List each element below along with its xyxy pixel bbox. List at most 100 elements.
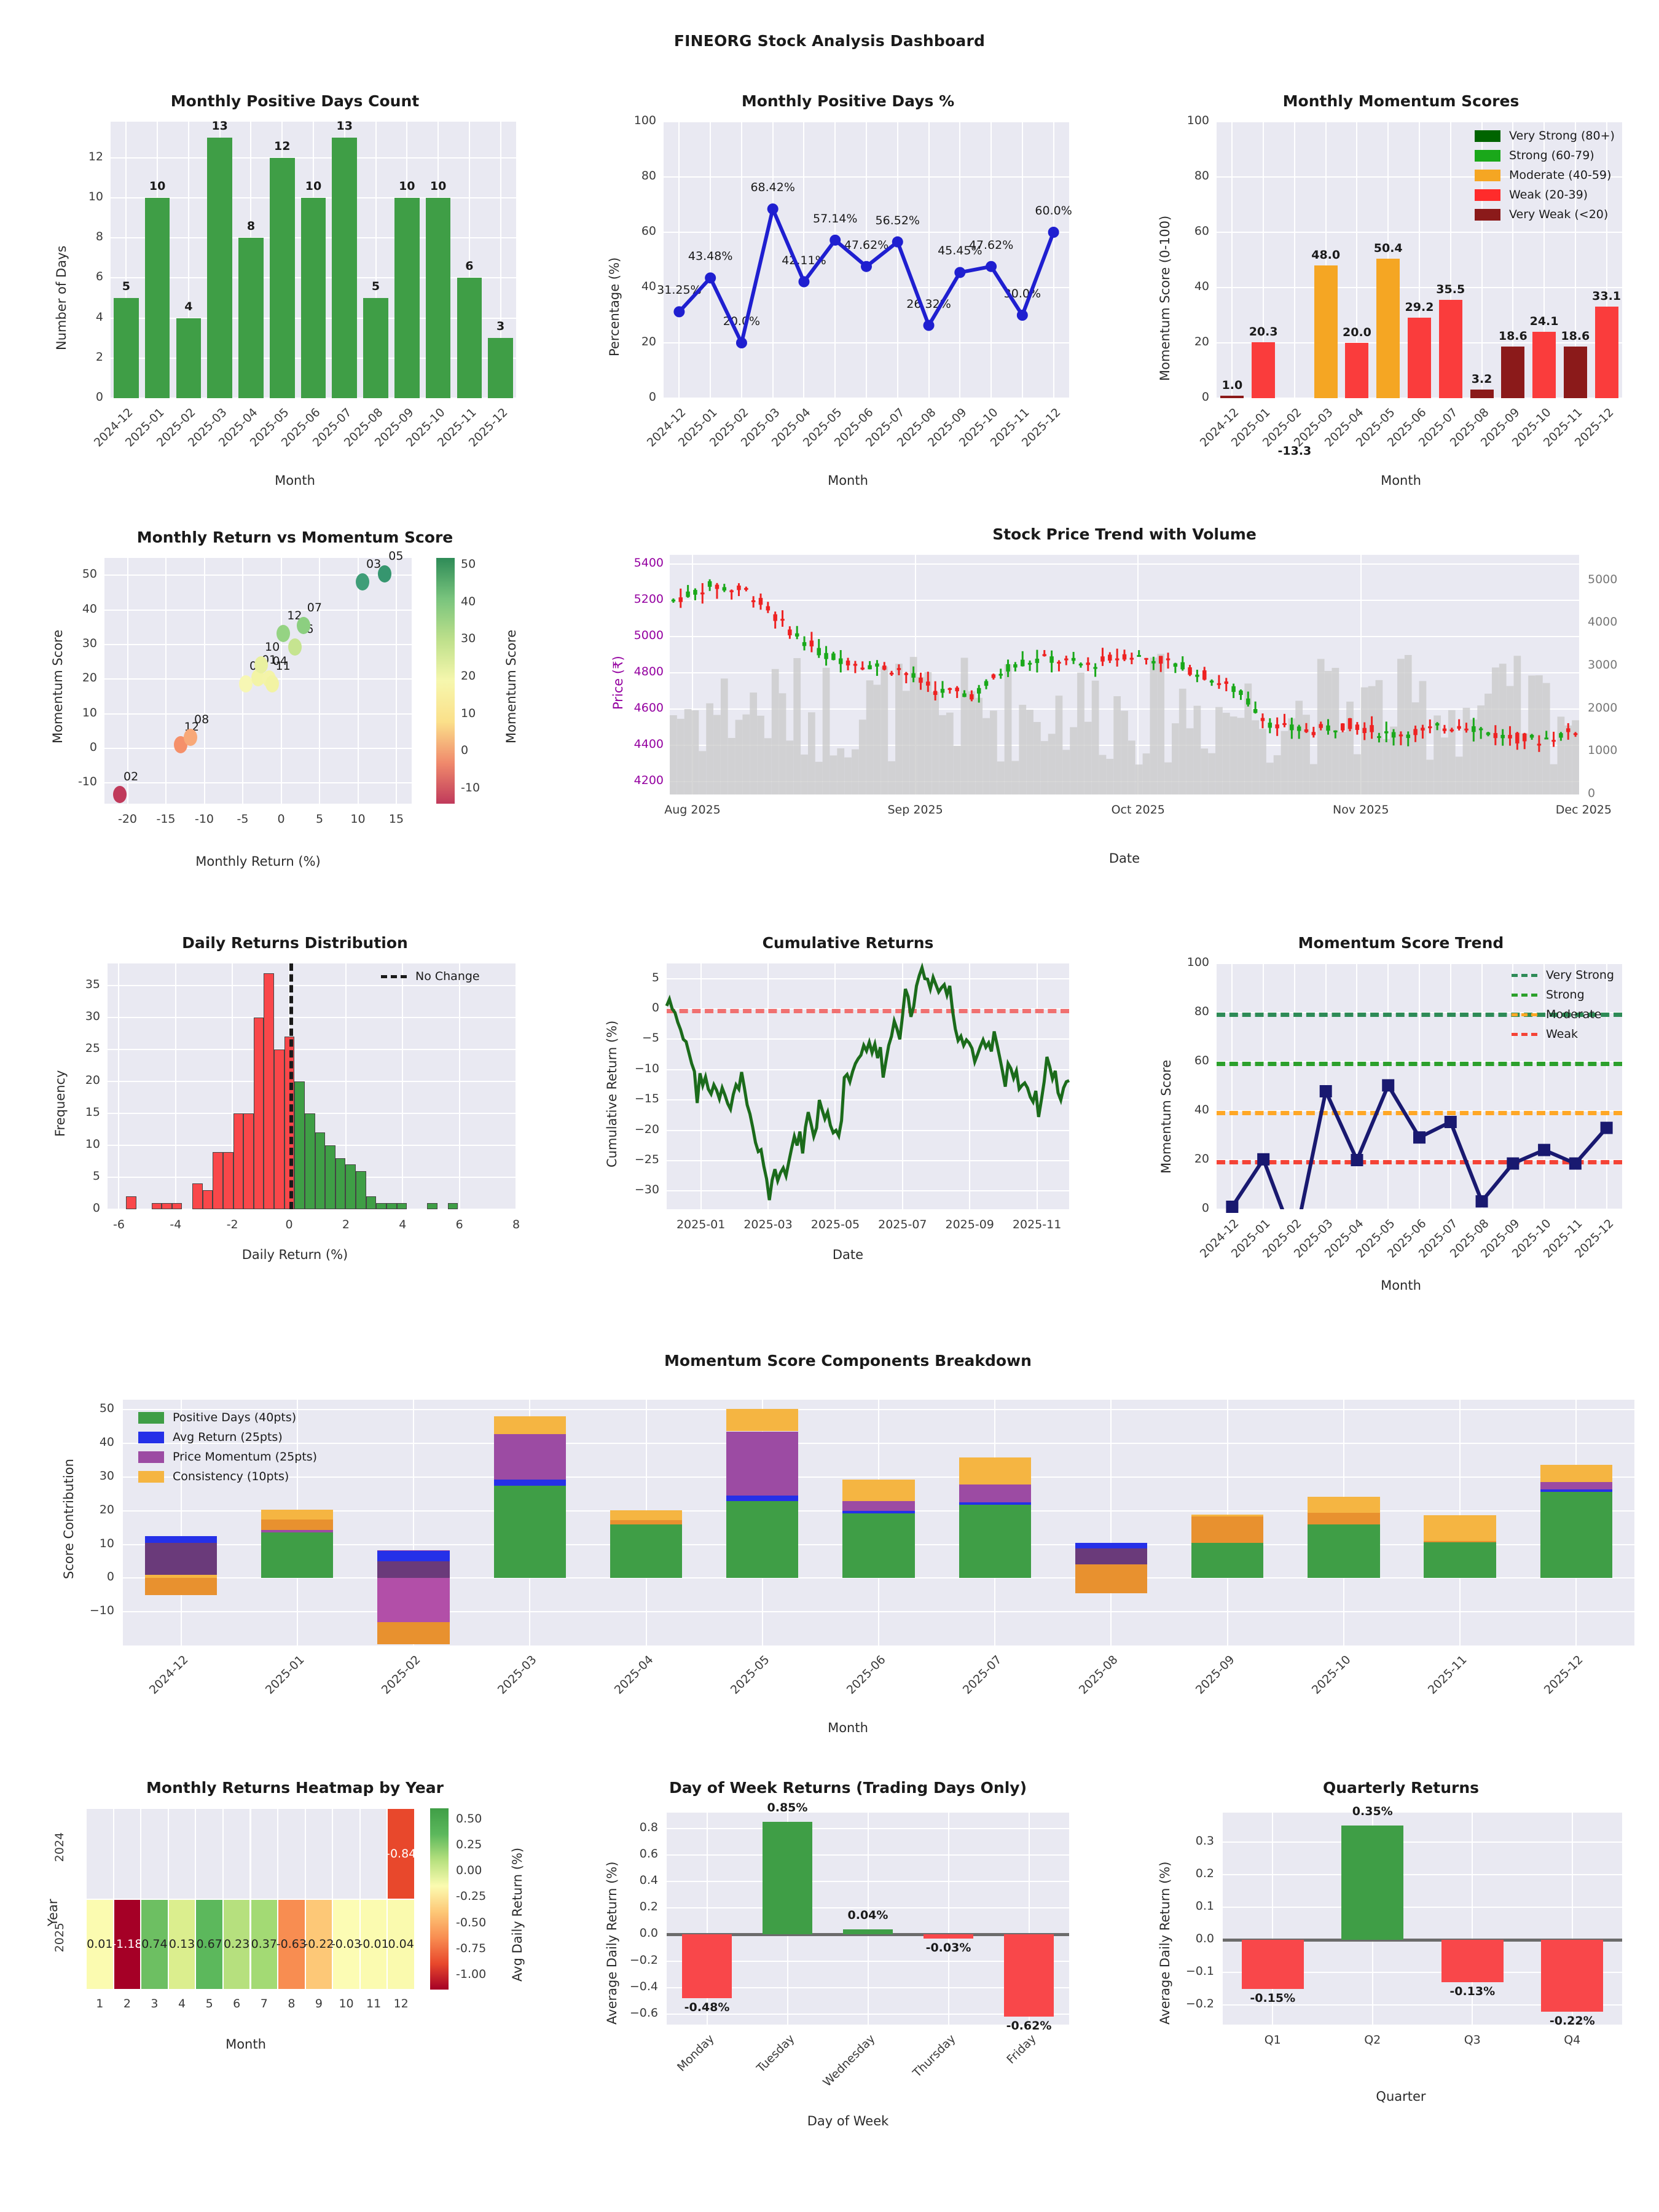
chart-title: Momentum Score Trend xyxy=(1298,934,1504,952)
chart-cumulative-returns: Cumulative Returns Date Cumulative Retur… xyxy=(590,934,1106,1290)
bar xyxy=(1438,300,1462,398)
y-tick-label: 0 xyxy=(95,390,103,404)
x-tick-label: 2025-02 xyxy=(378,1653,423,1697)
y-tick-label: 2025 xyxy=(53,1923,66,1953)
plot-area xyxy=(123,1400,1634,1645)
x-tick-label: 2025-10 xyxy=(1309,1653,1354,1697)
scatter-point-label: 10 xyxy=(265,640,280,654)
x-tick-label: 2025-09 xyxy=(945,1218,994,1231)
heatmap-cell xyxy=(333,1809,359,1899)
gridline-y xyxy=(104,713,412,715)
plot-area: 31.25% 43.48% 20.0% 68.42% 42.11% 57.14% 47.62… xyxy=(657,121,1072,399)
chart-momentum-score-trend: Momentum Score Trend Very Strong Strong Mo… xyxy=(1143,934,1659,1293)
gridline-y xyxy=(108,1081,516,1083)
scatter-point xyxy=(239,675,253,693)
bar xyxy=(144,197,170,398)
scatter-point xyxy=(288,638,302,656)
stack-segment-avg-return xyxy=(842,1511,915,1514)
y-tick-label: 60 xyxy=(641,224,656,238)
scatter-point xyxy=(296,616,310,634)
bar-value-label: 50.4 xyxy=(1373,241,1403,256)
bar xyxy=(1407,317,1432,398)
histogram-bar xyxy=(304,1113,315,1209)
stack-segment-price-momentum xyxy=(1424,1540,1496,1542)
gridline-y xyxy=(667,978,1069,979)
y-tick-label: 0.2 xyxy=(1195,1866,1214,1880)
gridline-x xyxy=(1419,122,1420,398)
gridline-x xyxy=(901,963,903,1209)
bar xyxy=(394,197,420,398)
x-tick-label: Tuesday xyxy=(753,2032,798,2076)
bar xyxy=(363,297,388,398)
gridline-x xyxy=(1036,963,1038,1209)
x-tick-label: Oct 2025 xyxy=(1111,803,1165,817)
gridline-y xyxy=(667,1069,1069,1070)
gridline-x xyxy=(1137,555,1139,794)
stack-segment-consistency xyxy=(493,1416,566,1435)
colorbar-tick-label: -0.50 xyxy=(456,1915,487,1929)
gridline-y xyxy=(670,599,1579,601)
chart-day-of-week-returns: Day of Week Returns (Trading Days Only) … xyxy=(590,1779,1106,2147)
x-tick-label: 12 xyxy=(393,1997,409,2010)
heatmap-cell xyxy=(305,1809,332,1899)
bar-value-label: 13 xyxy=(336,119,353,133)
y-tick-label: 10 xyxy=(88,189,103,203)
legend-label: No Change xyxy=(415,970,480,983)
legend-swatch xyxy=(1475,149,1500,162)
stack-segment-pos-days xyxy=(261,1532,334,1579)
gridline-x xyxy=(396,558,397,804)
x-tick-label: Q3 xyxy=(1464,2033,1481,2047)
bar xyxy=(176,318,202,398)
heatmap-cell: 0.04 xyxy=(388,1899,414,1989)
y-tick-label: 0 xyxy=(106,1570,114,1584)
chart-title: Monthly Momentum Scores xyxy=(1282,92,1520,110)
x-tick-label: 2024-12 xyxy=(146,1653,191,1697)
y-tick-label: 60 xyxy=(1194,224,1209,238)
histogram-bar xyxy=(126,1196,136,1209)
candlestick-series xyxy=(670,579,1579,794)
y-tick-label: 100 xyxy=(1186,955,1209,969)
gridline-y xyxy=(667,1159,1069,1161)
x-axis-label: Day of Week xyxy=(807,2114,889,2128)
gridline-x xyxy=(319,558,320,804)
histogram-bar xyxy=(243,1113,254,1209)
colorbar-tick-label: -10 xyxy=(461,780,480,794)
histogram-bar xyxy=(213,1151,223,1209)
legend-dash xyxy=(1512,993,1537,997)
gridline-x xyxy=(118,963,120,1209)
legend-row: Very Weak (<20) xyxy=(1475,208,1615,221)
x-axis-label: Month xyxy=(275,473,315,488)
bar-value-label: 10 xyxy=(429,179,447,193)
gridline-y xyxy=(670,708,1579,710)
stack-segment-consistency xyxy=(1424,1515,1496,1541)
stack-segment-consistency xyxy=(1075,1564,1148,1579)
threshold-line-very-strong xyxy=(1217,1013,1622,1017)
gridline-x xyxy=(1583,555,1585,794)
y-tick-label: 0.0 xyxy=(1195,1932,1214,1945)
point-value-label: 47.62% xyxy=(844,238,889,252)
gridline-x xyxy=(834,122,836,398)
gridline-x xyxy=(468,122,470,398)
point-value-label: 57.14% xyxy=(812,211,858,226)
gridline-x xyxy=(928,122,930,398)
x-tick-label: 2025-09 xyxy=(1193,1653,1237,1697)
legend-dash xyxy=(1512,973,1537,977)
stack-segment-pos-days xyxy=(1540,1492,1613,1579)
y-tick-label: −20 xyxy=(634,1122,659,1136)
heatmap-cell: 0.37 xyxy=(251,1899,278,1989)
gridline-x xyxy=(1021,122,1023,398)
x-tick-label: 1 xyxy=(96,1997,104,2010)
histogram-bar xyxy=(335,1158,346,1209)
x-tick-label: Monday xyxy=(674,2032,717,2074)
gridline-x xyxy=(1543,963,1545,1209)
bar-value-label: -0.48% xyxy=(684,2000,730,2014)
heatmap-cell: -0.03 xyxy=(331,1899,361,1989)
gridline-y xyxy=(111,398,516,399)
legend-row: Moderate xyxy=(1512,1008,1614,1021)
y-tick-label: 20 xyxy=(1194,1152,1209,1166)
legend-swatch xyxy=(138,1411,164,1424)
threshold-line-moderate xyxy=(1217,1111,1622,1115)
stack-segment-price-mom xyxy=(842,1501,915,1512)
y-tick-label: −0.2 xyxy=(1185,1997,1214,2011)
histogram-bar xyxy=(396,1202,407,1209)
